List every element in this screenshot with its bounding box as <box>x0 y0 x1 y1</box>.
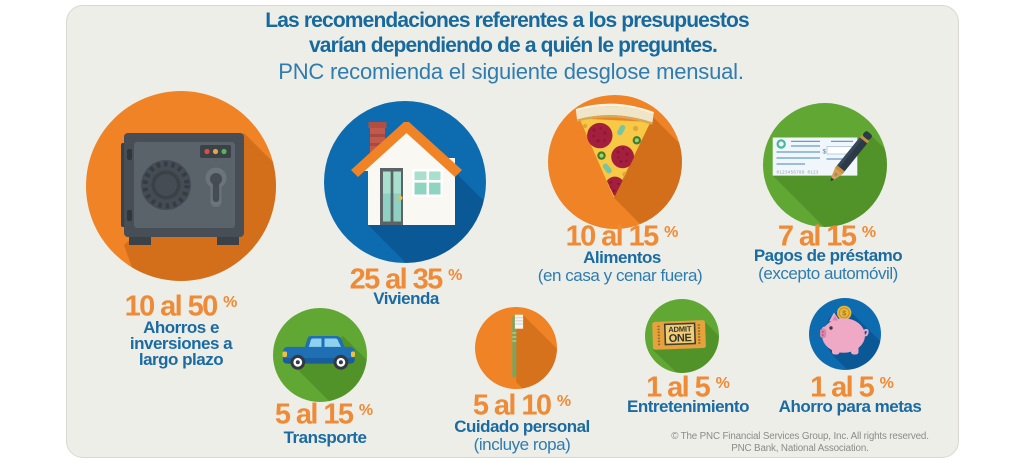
svg-text:ADMIT: ADMIT <box>668 324 692 334</box>
svg-text:$: $ <box>842 309 847 318</box>
svg-text:0123456789 0123: 0123456789 0123 <box>777 171 819 175</box>
svg-text:ONE: ONE <box>669 332 692 345</box>
svg-text:$: $ <box>823 149 827 156</box>
